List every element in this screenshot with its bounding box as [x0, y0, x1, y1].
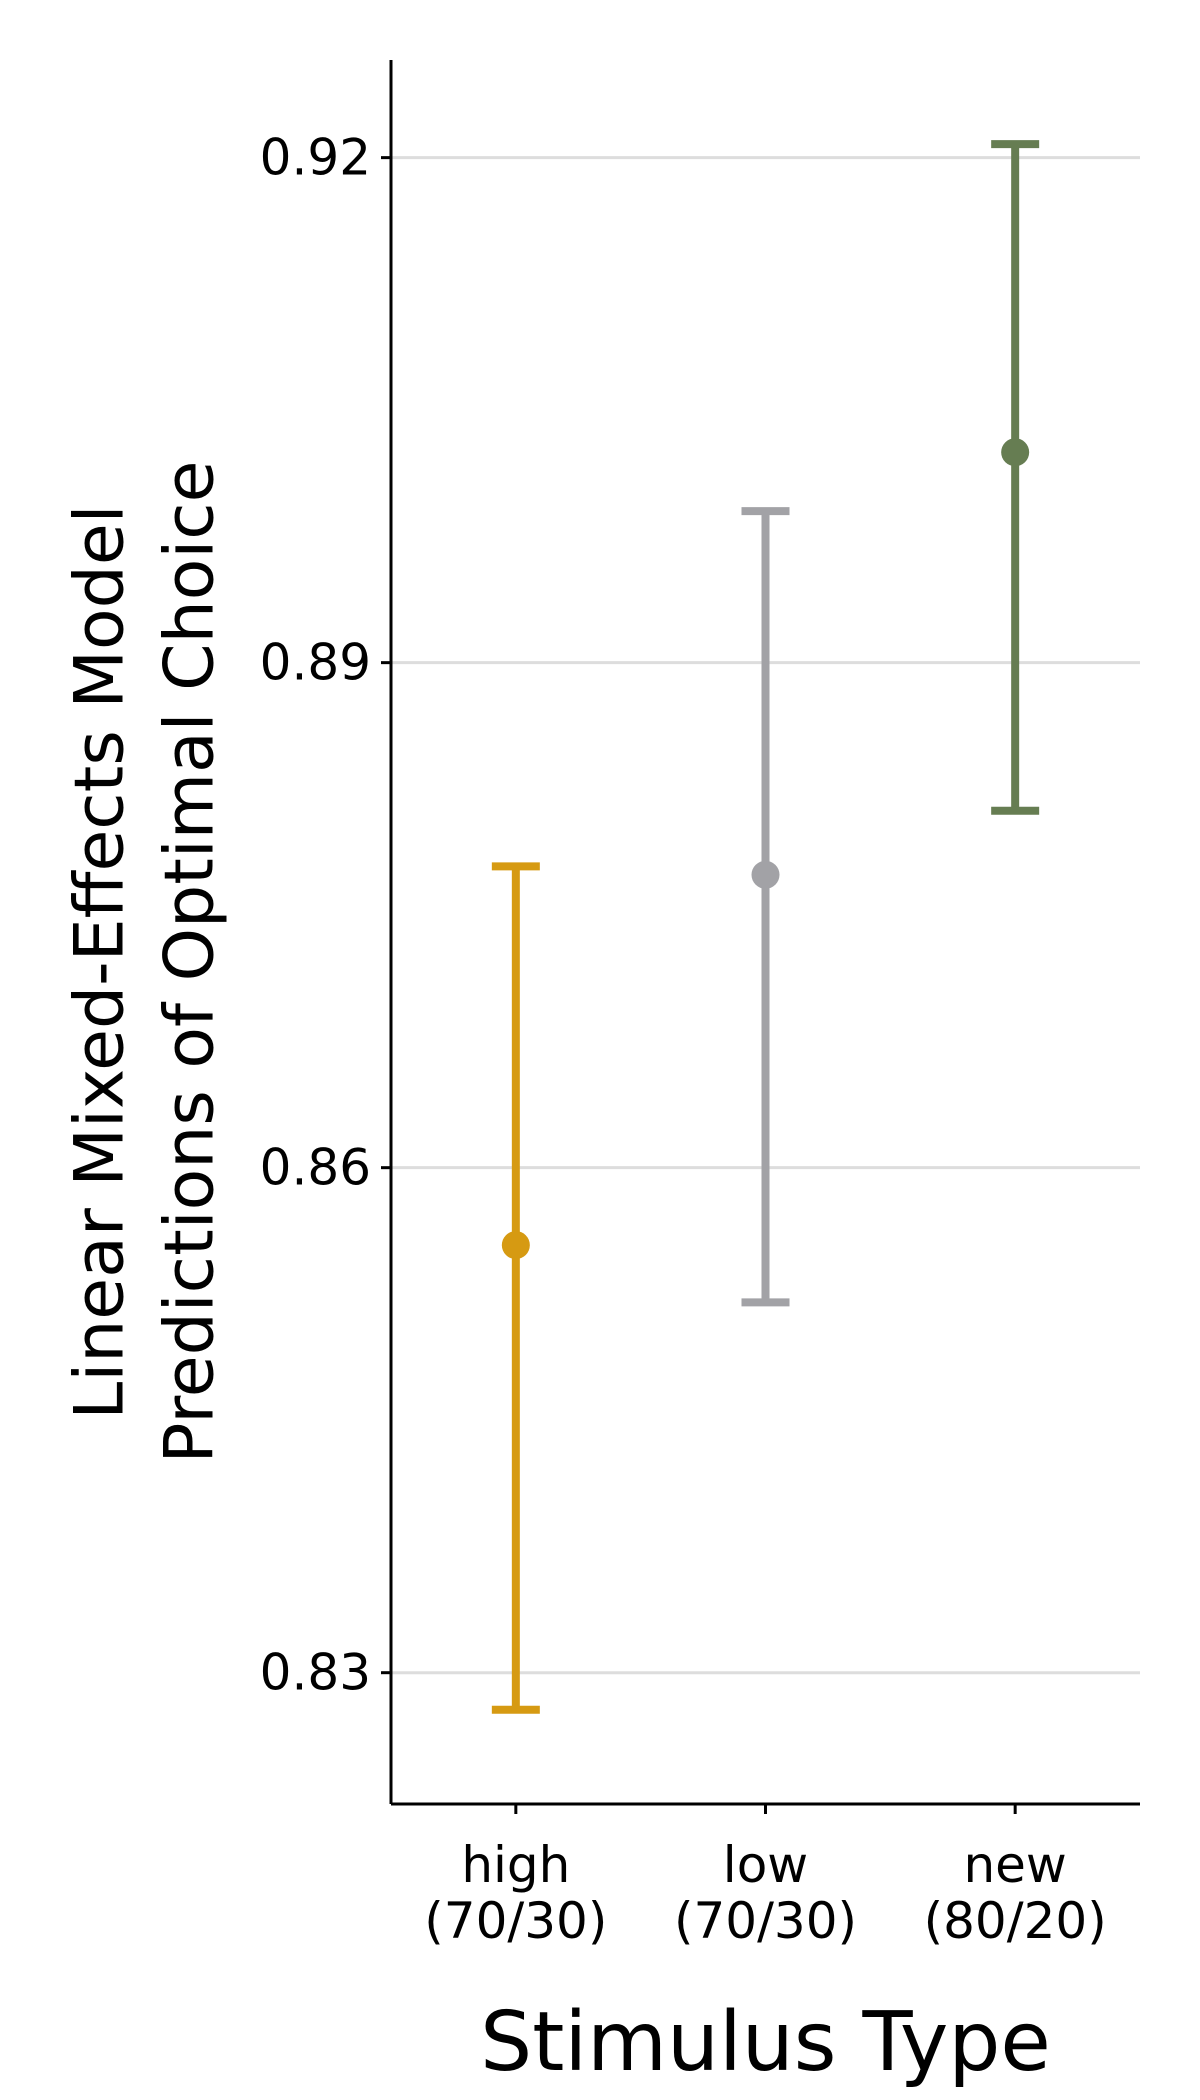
x-tick-label: high	[461, 1836, 570, 1894]
estimate-point	[751, 860, 780, 889]
x-tick-label: (70/30)	[424, 1892, 607, 1950]
y-tick-label: 0.86	[260, 1139, 371, 1197]
y-axis-title-line-1: Linear Mixed-Effects Model	[61, 504, 140, 1419]
y-tick-label: 0.89	[260, 634, 371, 692]
x-axis-title: Stimulus Type	[480, 1995, 1051, 2090]
x-tick-label: (70/30)	[674, 1892, 857, 1950]
x-tick-label: low	[723, 1836, 808, 1894]
estimate-point	[1001, 438, 1030, 467]
x-tick-label: new	[963, 1836, 1066, 1894]
y-tick-label: 0.83	[260, 1644, 371, 1702]
estimate-point	[501, 1231, 530, 1260]
y-axis-title-line-2: Predictions of Optimal Choice	[151, 461, 230, 1464]
x-tick-label: (80/20)	[924, 1892, 1107, 1950]
y-tick-label: 0.92	[260, 129, 371, 187]
